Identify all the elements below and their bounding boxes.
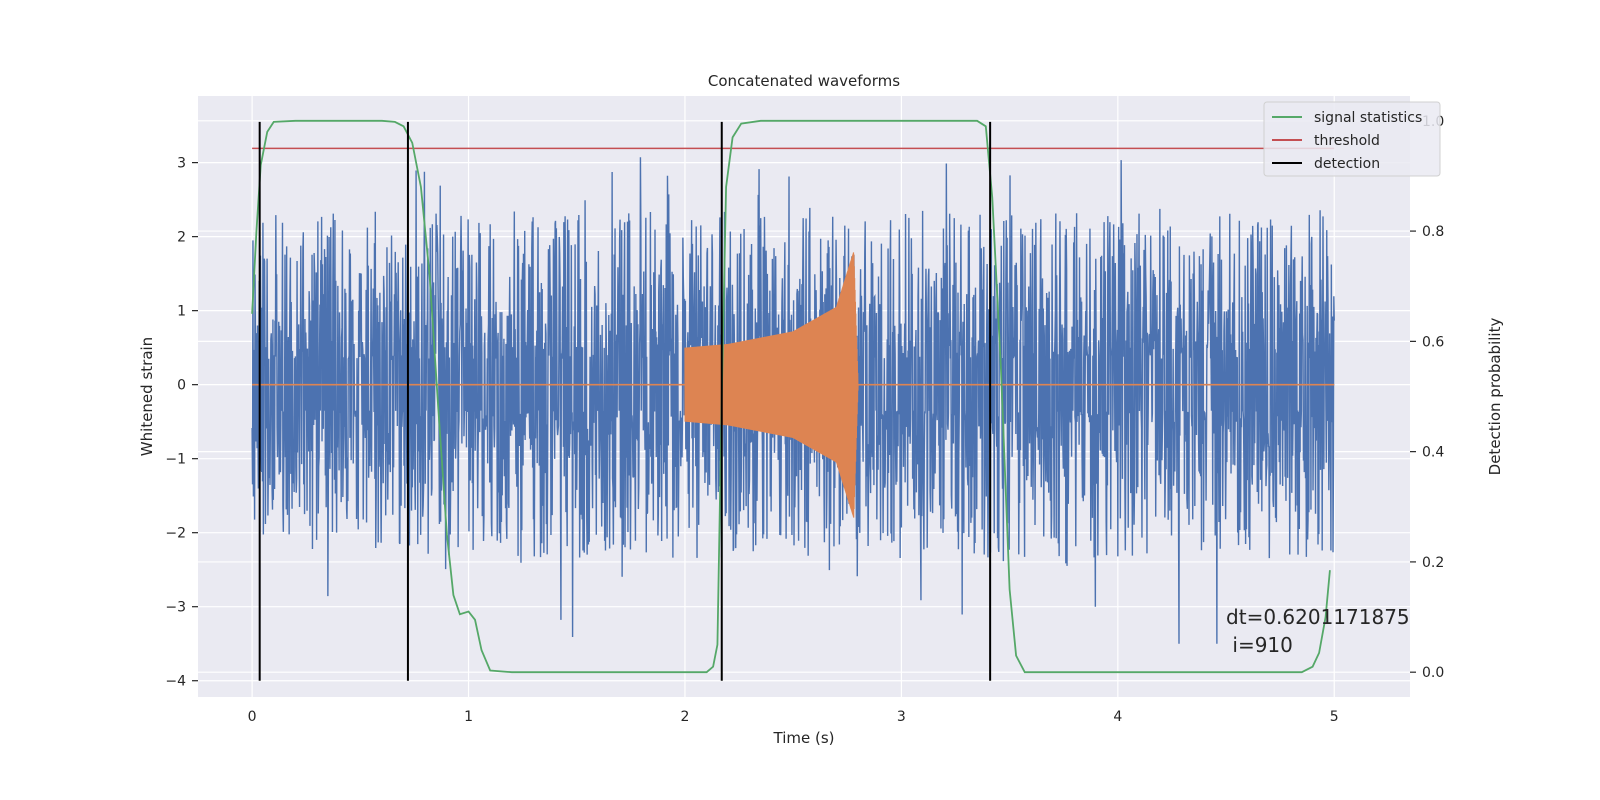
y-left-tick-label-1: −3 (165, 600, 186, 616)
y-left-tick-label-0: −4 (165, 674, 186, 690)
annotation-i: i=910 (1226, 633, 1293, 657)
plot-area (198, 96, 1410, 697)
legend-label-0: signal statistics (1314, 110, 1422, 126)
x-axis-label: Time (s) (773, 729, 835, 747)
y-left-tick-label-3: −1 (165, 452, 186, 468)
y-right-tick-label-1: 0.2 (1422, 555, 1444, 571)
x-tick-label-1: 1 (464, 709, 473, 725)
y-left-tick-label-7: 3 (177, 156, 186, 172)
legend: signal statistics threshold detection (1263, 101, 1441, 177)
y-right-tick-label-0: 0.0 (1422, 665, 1444, 681)
legend-box (1263, 101, 1441, 177)
x-tick-label-0: 0 (248, 709, 257, 725)
x-tick-label-2: 2 (681, 709, 690, 725)
annotation-dt: dt=0.6201171875 (1226, 605, 1410, 629)
y-right-tick-label-3: 0.6 (1422, 334, 1444, 350)
detection-lines (258, 121, 992, 681)
x-tick-label-5: 5 (1330, 709, 1339, 725)
signal-statistics-series (251, 119, 1331, 674)
y-left-tick-label-6: 2 (177, 230, 186, 246)
y-left-tick-label-5: 1 (177, 304, 186, 320)
y-right-tick-label-2: 0.4 (1422, 445, 1444, 461)
x-tick-label-3: 3 (897, 709, 906, 725)
y-axis-label-right: Detection probability (1486, 318, 1504, 476)
injected-signal-waveform (252, 252, 1335, 518)
chart-title: Concatenated waveforms (708, 72, 900, 90)
y-left-tick-label-4: 0 (177, 378, 186, 394)
signal-statistics-line (251, 119, 1331, 674)
legend-label-2: detection (1314, 156, 1380, 172)
y-right-tick-label-4: 0.8 (1422, 224, 1444, 240)
signal-chirp (684, 252, 859, 518)
legend-label-1: threshold (1314, 133, 1380, 149)
x-tick-label-4: 4 (1113, 709, 1122, 725)
y-left-tick-label-2: −2 (165, 526, 186, 542)
y-axis-label-left: Whitened strain (138, 337, 156, 456)
